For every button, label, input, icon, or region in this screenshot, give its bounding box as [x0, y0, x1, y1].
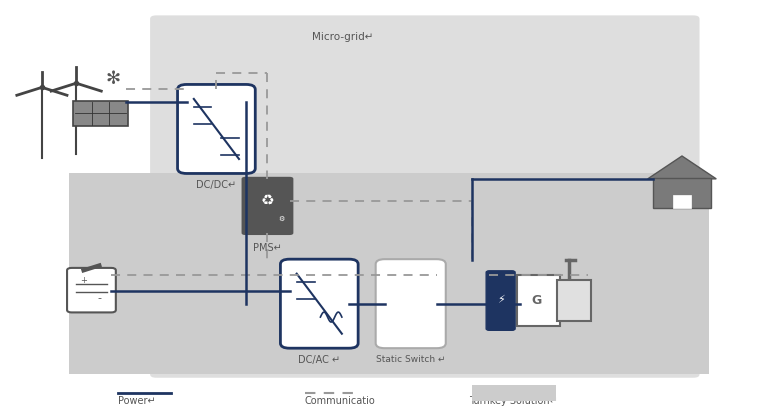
FancyBboxPatch shape [472, 385, 556, 401]
FancyBboxPatch shape [557, 280, 591, 321]
Text: ⚡: ⚡ [497, 295, 504, 306]
Text: G: G [532, 294, 542, 307]
Polygon shape [648, 156, 716, 179]
Text: Power↵: Power↵ [118, 396, 155, 406]
FancyBboxPatch shape [653, 178, 711, 208]
Text: ♻: ♻ [261, 193, 274, 208]
FancyBboxPatch shape [486, 271, 515, 330]
Text: Turnkey Solution↵: Turnkey Solution↵ [469, 396, 557, 406]
FancyBboxPatch shape [67, 268, 116, 312]
Text: PMS↵: PMS↵ [253, 243, 282, 253]
Text: -: - [98, 293, 101, 303]
Text: ⚙: ⚙ [278, 216, 284, 222]
FancyBboxPatch shape [242, 177, 293, 235]
FancyBboxPatch shape [73, 101, 128, 126]
FancyBboxPatch shape [150, 15, 700, 378]
Text: Static Switch ↵: Static Switch ↵ [376, 355, 446, 364]
Text: ✻: ✻ [105, 70, 120, 88]
FancyBboxPatch shape [376, 259, 446, 348]
Text: DC/AC ↵: DC/AC ↵ [298, 355, 341, 365]
FancyBboxPatch shape [280, 259, 358, 348]
FancyBboxPatch shape [517, 275, 561, 326]
Text: Communicatio: Communicatio [305, 396, 376, 406]
Text: DC/DC↵: DC/DC↵ [197, 180, 236, 190]
FancyBboxPatch shape [673, 195, 691, 208]
FancyBboxPatch shape [178, 84, 255, 173]
Text: Micro-grid↵: Micro-grid↵ [312, 32, 373, 42]
Text: +: + [80, 276, 87, 285]
FancyBboxPatch shape [69, 173, 709, 374]
